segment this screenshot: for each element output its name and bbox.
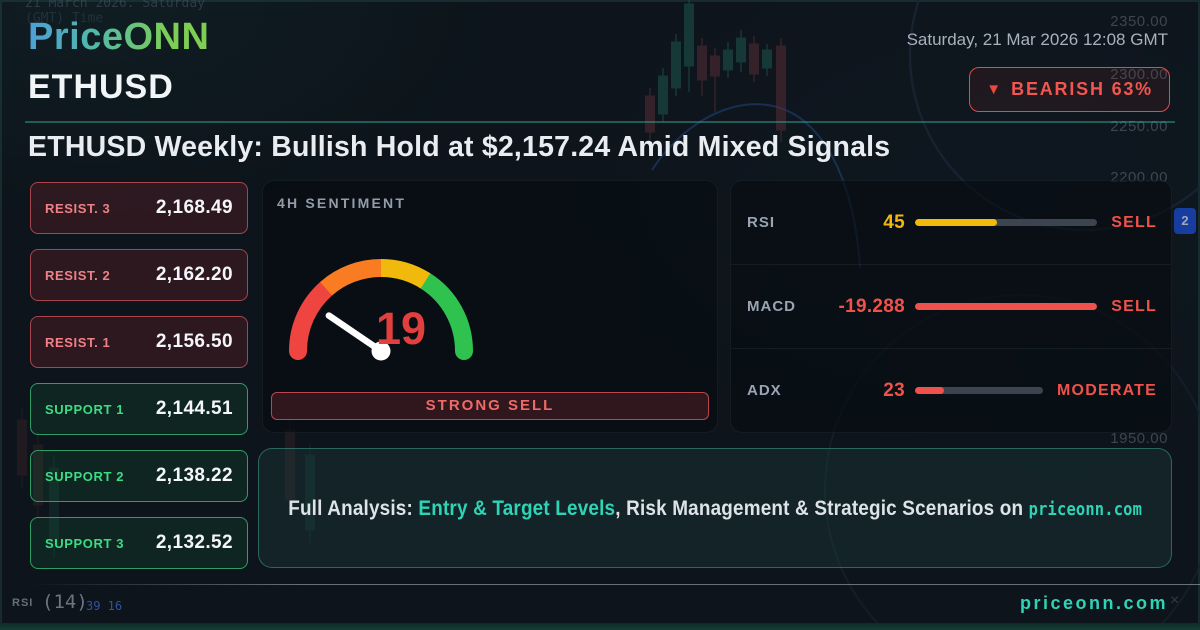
- indicator-name: MACD: [747, 298, 796, 315]
- level-label: SUPPORT 2: [45, 468, 125, 484]
- adx-bar-fill: [915, 387, 945, 394]
- sentiment-panel-title: 4H SENTIMENT: [277, 195, 407, 211]
- banner-entry-target-link[interactable]: Entry & Target Levels: [418, 495, 616, 520]
- indicator-value: -19.288: [838, 295, 905, 317]
- indicator-signal: SELL: [1111, 297, 1157, 315]
- level-value: 2,162.20: [155, 264, 233, 285]
- indicator-name: RSI: [747, 214, 776, 231]
- background-rsi-label: RSI: [12, 597, 34, 609]
- support-level-2: SUPPORT 2 2,138.22: [30, 450, 248, 502]
- bearish-badge: ▼ BEARISH 63%: [969, 67, 1170, 112]
- close-icon: ×: [1170, 592, 1180, 609]
- level-label: RESIST. 2: [45, 267, 111, 283]
- priceonn-logo: PriceONN: [28, 16, 210, 58]
- rsi-bar: [915, 219, 1098, 226]
- resistance-level-2: RESIST. 2 2,162.20: [30, 249, 248, 301]
- headline: ETHUSD Weekly: Bullish Hold at $2,157.24…: [28, 131, 891, 163]
- gauge-segment-orange: [320, 258, 382, 296]
- level-value: 2,144.51: [155, 398, 233, 419]
- indicator-name: ADX: [747, 382, 782, 399]
- bottom-accent-strip: [0, 623, 1200, 630]
- sentiment-gauge: [288, 258, 473, 361]
- symbol-title: ETHUSD: [28, 68, 174, 106]
- indicators-panel: RSI 45 SELL MACD -19.288 SELL ADX 23 MOD…: [730, 180, 1172, 433]
- price-tag-badge: 2: [1174, 208, 1196, 234]
- banner-prefix: Full Analysis:: [288, 495, 419, 520]
- indicator-row-adx: ADX 23 MODERATE: [731, 348, 1171, 432]
- support-level-3: SUPPORT 3 2,132.52: [30, 517, 248, 569]
- datetime-label: Saturday, 21 Mar 2026 12:08 GMT: [906, 30, 1168, 49]
- level-label: SUPPORT 1: [45, 401, 125, 417]
- down-triangle-icon: ▼: [986, 81, 1002, 98]
- footer-site-link[interactable]: priceonn.com: [1019, 593, 1168, 613]
- level-value: 2,168.49: [155, 197, 233, 218]
- level-value: 2,138.22: [155, 465, 233, 486]
- level-label: SUPPORT 3: [45, 535, 125, 551]
- gauge-segment-red: [288, 279, 336, 360]
- indicator-value: 23: [883, 379, 905, 401]
- level-label: RESIST. 3: [45, 200, 111, 216]
- background-watermark-text: 21 March 2026. Saturday: [25, 0, 206, 11]
- macd-bar-fill: [915, 303, 1098, 310]
- levels-column: RESIST. 3 2,168.49 RESIST. 2 2,162.20 RE…: [30, 182, 248, 569]
- indicator-signal: SELL: [1111, 213, 1157, 231]
- background-rsi-values: 39 16: [86, 599, 123, 613]
- indicator-value: 45: [883, 211, 905, 233]
- sentiment-value: 19: [375, 303, 427, 354]
- gauge-pivot-dot: [371, 341, 391, 361]
- header-divider: [25, 121, 1175, 123]
- level-value: 2,132.52: [155, 532, 233, 553]
- resistance-level-3: RESIST. 3 2,168.49: [30, 182, 248, 234]
- gauge-segment-amber: [380, 258, 431, 289]
- footer-divider: [0, 584, 1200, 585]
- rsi-bar-fill: [915, 219, 998, 226]
- bearish-badge-label: BEARISH 63%: [1011, 79, 1153, 99]
- indicator-row-rsi: RSI 45 SELL: [731, 181, 1171, 264]
- price-scale-label: 2350.00: [1110, 13, 1168, 30]
- level-value: 2,156.50: [155, 331, 233, 352]
- sentiment-panel: 4H SENTIMENT 19 STRONG SELL: [262, 180, 718, 433]
- indicator-signal: MODERATE: [1057, 381, 1157, 399]
- macd-bar: [915, 303, 1098, 310]
- resistance-level-1: RESIST. 1 2,156.50: [30, 316, 248, 368]
- gauge-segment-green: [416, 271, 473, 360]
- background-rsi-period: (14): [42, 591, 88, 613]
- full-analysis-banner: Full Analysis: Entry & Target Levels, Ri…: [258, 448, 1172, 568]
- support-level-1: SUPPORT 1 2,144.51: [30, 383, 248, 435]
- full-analysis-text: Full Analysis: Entry & Target Levels, Ri…: [288, 496, 1142, 521]
- adx-bar: [915, 387, 1044, 394]
- indicator-row-macd: MACD -19.288 SELL: [731, 264, 1171, 348]
- banner-site-link[interactable]: priceonn.com: [1028, 499, 1142, 520]
- banner-middle: , Risk Management & Strategic Scenarios …: [615, 495, 1029, 520]
- gauge-needle: [325, 312, 385, 355]
- gauge-needle-group: [325, 312, 385, 355]
- level-label: RESIST. 1: [45, 334, 111, 350]
- sentiment-verdict-pill: STRONG SELL: [271, 392, 709, 420]
